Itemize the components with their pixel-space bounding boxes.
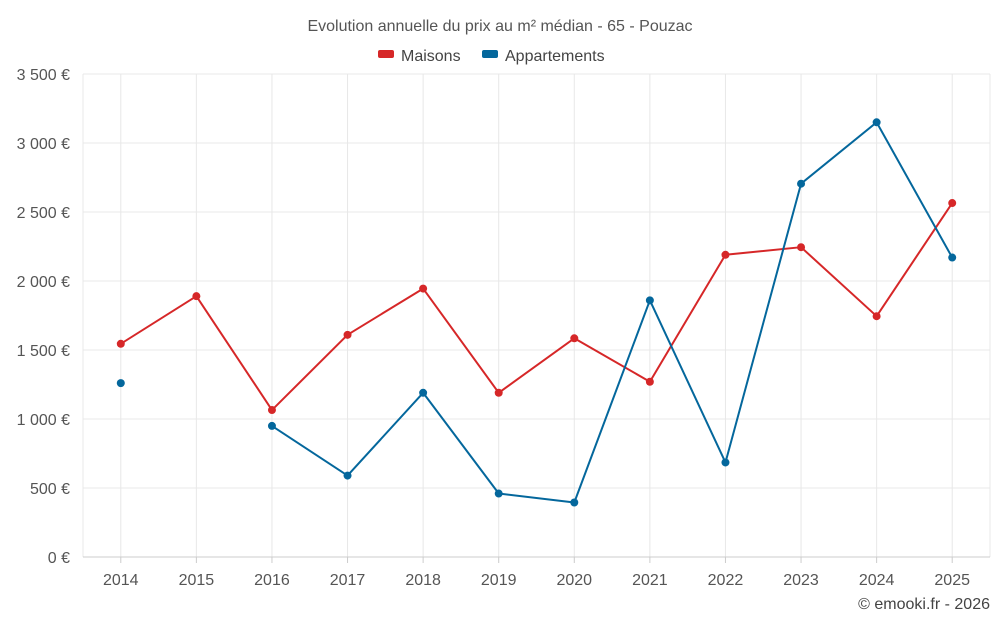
data-point-appartements-2024[interactable]: [872, 118, 881, 127]
y-tick-label: 1 500 €: [17, 343, 70, 360]
data-point-appartements-2025[interactable]: [948, 253, 957, 262]
legend-item-maisons[interactable]: Maisons: [378, 48, 461, 65]
data-point-maisons-2024[interactable]: [872, 312, 881, 321]
x-tick-label: 2023: [783, 572, 819, 589]
y-tick-label: 1 000 €: [17, 412, 70, 429]
data-point-maisons-2023[interactable]: [797, 243, 806, 252]
legend-swatch-appartements: [482, 50, 498, 58]
y-tick-label: 0 €: [48, 550, 70, 567]
x-tick-label: 2018: [405, 572, 441, 589]
data-point-maisons-2018[interactable]: [419, 284, 428, 293]
data-point-appartements-2017[interactable]: [343, 471, 352, 480]
y-tick-label: 2 500 €: [17, 205, 70, 222]
data-point-appartements-2019[interactable]: [494, 489, 503, 498]
series-line-appartements: [271, 121, 954, 504]
data-point-maisons-2021[interactable]: [645, 377, 654, 386]
data-point-appartements-2018[interactable]: [419, 388, 428, 397]
data-point-maisons-2016[interactable]: [267, 406, 276, 415]
x-tick-label: 2017: [330, 572, 366, 589]
legend-label-maisons: Maisons: [401, 48, 461, 65]
x-tick-label: 2025: [934, 572, 970, 589]
gridlines: [82, 73, 991, 557]
data-point-maisons-2014[interactable]: [116, 339, 125, 348]
x-tick-label: 2024: [859, 572, 895, 589]
data-point-appartements-2016[interactable]: [267, 421, 276, 430]
data-point-maisons-2022[interactable]: [721, 250, 730, 259]
x-tick-label: 2022: [708, 572, 744, 589]
data-point-appartements-2023[interactable]: [797, 179, 806, 188]
x-tick-label: 2020: [556, 572, 592, 589]
data-point-maisons-2015[interactable]: [192, 292, 201, 301]
chart-title: Evolution annuelle du prix au m² médian …: [307, 18, 692, 35]
legend-item-appartements[interactable]: Appartements: [482, 48, 605, 65]
series-line-maisons: [120, 202, 954, 412]
data-point-appartements-2021[interactable]: [645, 296, 654, 305]
data-point-maisons-2025[interactable]: [948, 199, 957, 208]
data-point-appartements-2014[interactable]: [116, 379, 125, 388]
y-tick-label: 500 €: [30, 481, 70, 498]
legend: Maisons Appartements: [378, 48, 605, 65]
series-appartements: [116, 118, 957, 507]
series: [116, 118, 957, 507]
data-point-appartements-2020[interactable]: [570, 498, 579, 507]
x-tick-label: 2019: [481, 572, 517, 589]
x-tick-label: 2021: [632, 572, 668, 589]
data-point-maisons-2019[interactable]: [494, 388, 503, 397]
y-axis: 0 € 500 € 1 000 € 1 500 € 2 000 € 2 500 € 3 00…: [17, 67, 70, 567]
series-maisons: [116, 199, 957, 415]
y-tick-label: 3 500 €: [17, 67, 70, 84]
x-axis: 2014 2015 2016 2017 2018 2019 2020 2021 2022 2023…: [83, 556, 990, 589]
x-tick-label: 2015: [179, 572, 215, 589]
y-tick-label: 2 000 €: [17, 274, 70, 291]
data-point-maisons-2020[interactable]: [570, 334, 579, 343]
legend-swatch-maisons: [378, 50, 394, 58]
data-point-maisons-2017[interactable]: [343, 330, 352, 339]
legend-label-appartements: Appartements: [505, 48, 605, 65]
x-tick-label: 2014: [103, 572, 139, 589]
credit-text: © emooki.fr - 2026: [858, 596, 990, 613]
x-tick-label: 2016: [254, 572, 290, 589]
y-tick-label: 3 000 €: [17, 136, 70, 153]
data-point-appartements-2022[interactable]: [721, 458, 730, 467]
